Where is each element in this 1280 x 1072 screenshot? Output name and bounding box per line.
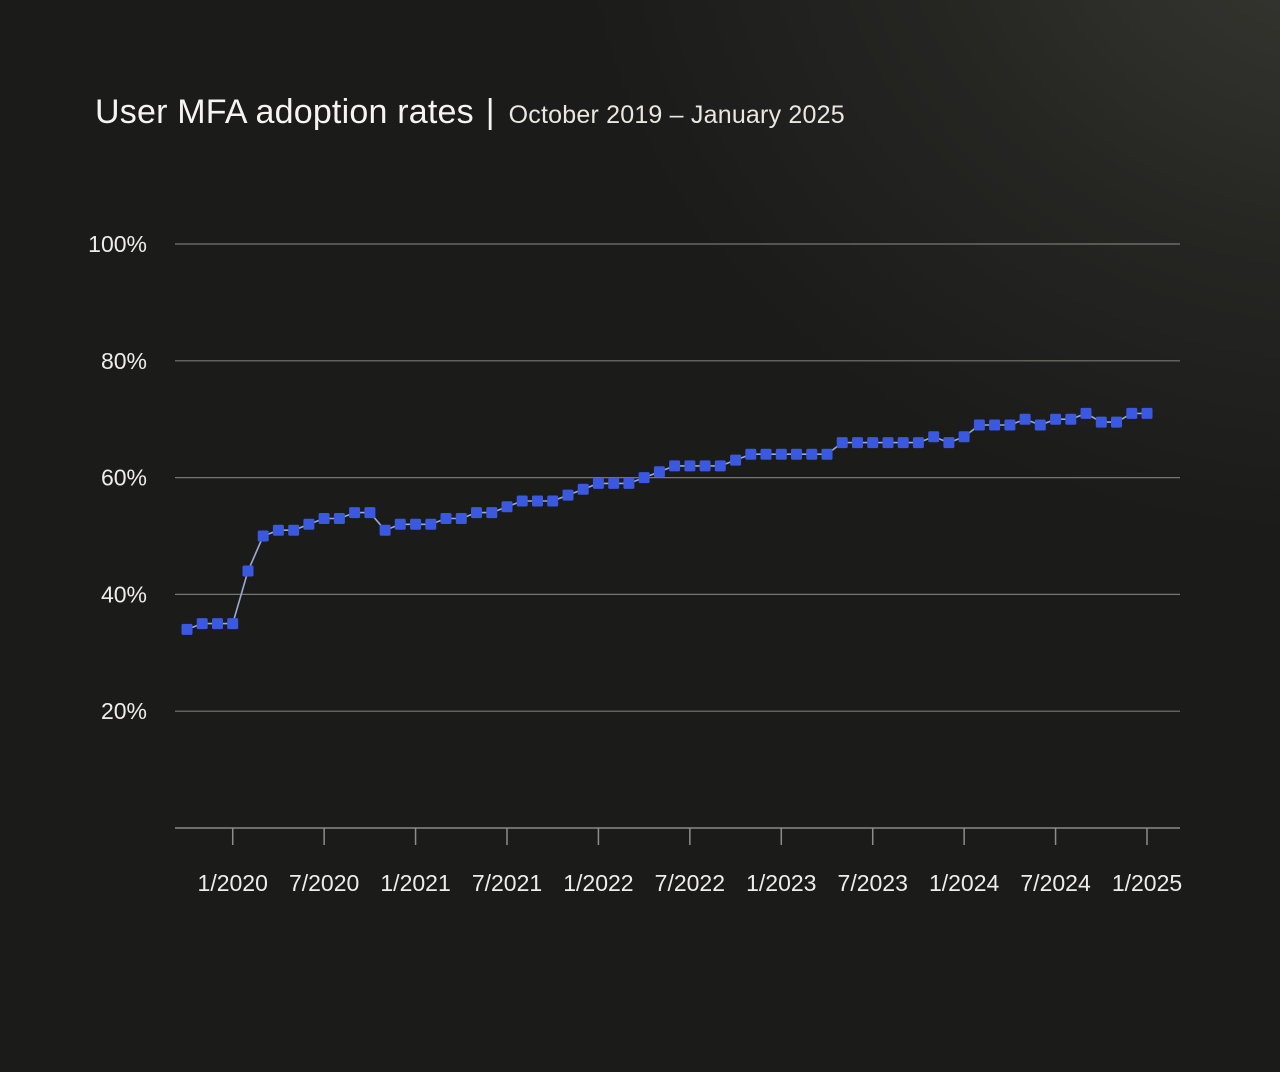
data-point-marker: [181, 623, 193, 635]
data-point-marker: [836, 437, 848, 449]
chart-title: User MFA adoption rates: [95, 93, 474, 131]
data-point-marker: [684, 460, 696, 472]
x-axis-label: 1/2022: [563, 870, 633, 896]
series-line: [186, 412, 1147, 631]
data-point-marker: [714, 460, 726, 472]
data-point-marker: [653, 466, 665, 478]
y-axis-label: 100%: [88, 231, 147, 257]
data-point-marker: [303, 518, 315, 530]
data-point-marker: [318, 513, 330, 524]
data-point-marker: [806, 448, 818, 460]
data-point-marker: [455, 513, 467, 524]
data-point-marker: [638, 472, 650, 484]
x-axis-label: 7/2023: [838, 870, 908, 896]
data-point-marker: [364, 507, 376, 519]
data-point-marker: [745, 448, 757, 460]
data-point-marker: [532, 495, 543, 507]
data-point-marker: [516, 495, 528, 507]
data-point-marker: [440, 513, 452, 524]
data-point-marker: [989, 419, 1001, 431]
data-point-marker: [897, 437, 909, 449]
y-axis-label: 80%: [101, 348, 147, 374]
data-point-marker: [349, 507, 361, 519]
data-point-marker: [1065, 413, 1077, 425]
data-point-marker: [562, 489, 574, 501]
data-point-marker: [379, 524, 391, 536]
title-separator-pipe: |: [485, 93, 495, 131]
x-axis-label: 7/2020: [289, 870, 359, 896]
data-point-marker: [928, 431, 940, 443]
data-point-marker: [1004, 419, 1016, 431]
data-point-marker: [1111, 416, 1122, 428]
data-point-marker: [288, 524, 300, 536]
data-point-marker: [867, 437, 879, 449]
data-point-marker: [760, 448, 772, 460]
data-point-marker: [730, 454, 742, 466]
data-point-marker: [272, 524, 284, 536]
data-point-marker: [242, 565, 254, 577]
data-point-marker: [212, 618, 223, 630]
data-point-marker: [471, 507, 482, 519]
x-axis-label: 1/2021: [380, 870, 450, 896]
data-point-marker: [394, 518, 406, 530]
x-axis-label: 1/2024: [929, 870, 1000, 896]
data-point-marker: [775, 448, 787, 460]
data-point-marker: [196, 618, 208, 630]
y-axis-label: 20%: [101, 698, 147, 724]
data-point-marker: [852, 437, 863, 449]
data-point-marker: [669, 460, 681, 472]
data-point-marker: [1034, 419, 1046, 431]
data-point-marker: [577, 483, 589, 495]
x-axis-label: 1/2020: [198, 870, 268, 896]
data-point-marker: [791, 448, 802, 460]
data-point-marker: [410, 518, 422, 530]
x-axis-label: 1/2023: [746, 870, 816, 896]
data-point-marker: [1095, 416, 1107, 428]
data-point-marker: [1126, 407, 1138, 419]
data-point-marker: [425, 518, 437, 530]
data-point-marker: [912, 437, 924, 449]
data-point-marker: [547, 495, 559, 507]
x-axis-label: 7/2024: [1020, 870, 1091, 896]
data-point-marker: [1080, 407, 1092, 419]
data-point-marker: [501, 501, 513, 513]
data-point-marker: [333, 513, 345, 524]
data-point-marker: [608, 477, 620, 489]
data-point-marker: [821, 448, 833, 460]
x-axis-label: 1/2025: [1112, 870, 1182, 896]
data-point-marker: [1050, 413, 1062, 425]
y-axis-label: 60%: [101, 465, 147, 491]
data-point-marker: [257, 530, 269, 542]
x-axis-label: 7/2021: [472, 870, 542, 896]
x-axis-label: 7/2022: [655, 870, 725, 896]
chart-header: User MFA adoption rates | October 2019 –…: [95, 93, 845, 132]
data-point-marker: [623, 477, 635, 489]
y-axis-label: 40%: [101, 581, 147, 607]
data-point-marker: [1141, 407, 1153, 419]
data-point-marker: [943, 437, 955, 449]
data-point-marker: [699, 460, 711, 472]
chart-subtitle-date-range: October 2019 – January 2025: [508, 101, 845, 129]
data-point-marker: [958, 431, 970, 443]
data-point-marker: [486, 507, 498, 519]
data-point-marker: [1019, 413, 1031, 425]
data-point-marker: [227, 618, 239, 630]
data-point-marker: [882, 437, 894, 449]
data-point-marker: [973, 419, 985, 431]
data-point-marker: [592, 477, 604, 489]
